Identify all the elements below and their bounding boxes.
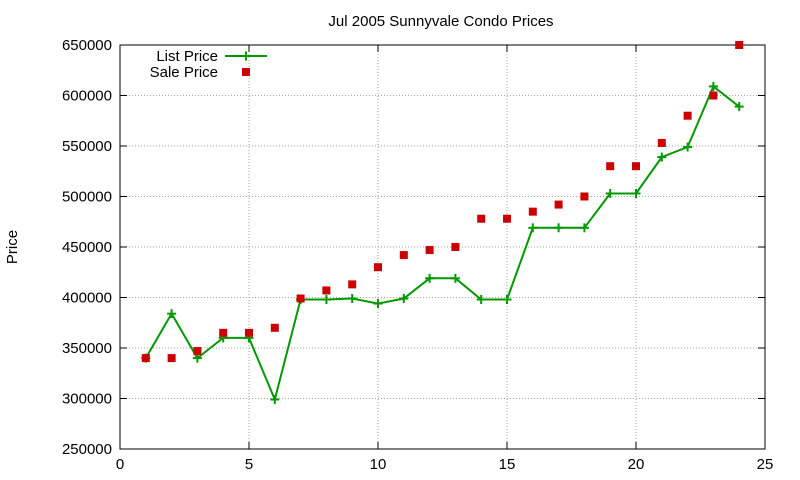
grid [120,45,765,449]
y-tick-label: 350000 [62,340,112,357]
series-layer [141,41,744,405]
sale-price-point [632,162,640,171]
sale-price-point [270,323,279,332]
list-price-point [605,188,615,198]
list-price-point [373,299,383,309]
list-price-point [192,353,202,363]
sale-price-point [451,243,460,251]
x-tick-label: 10 [370,456,387,473]
list-price-point [554,223,564,233]
sale-price-point [528,207,537,216]
list-price-point [476,295,486,305]
list-price-point [734,102,744,112]
sale-price-point [683,111,692,120]
sale-price-point [322,286,331,295]
x-tick-label: 15 [499,456,516,473]
x-tick-label: 25 [757,456,774,473]
x-tick-label: 0 [116,456,124,473]
sale-price-point [348,280,357,289]
sale-price-point [657,138,666,147]
sale-price-point [503,214,511,223]
sale-price-point [709,91,718,100]
sale-price-point [296,294,305,303]
y-tick-label: 650000 [62,37,112,54]
list-price-point [399,294,409,304]
legend-swatch-sale-price [242,68,250,76]
legend-label-sale-price: Sale Price [150,64,218,81]
list-price-point [167,309,177,319]
list-price-point [657,152,667,162]
list-price-point [579,223,589,233]
list-price-point [631,188,641,198]
y-tick-label: 400000 [62,290,112,307]
list-price-point [347,294,357,304]
list-price-line [144,84,740,403]
list-price-point [683,142,693,152]
list-price-point [425,273,435,283]
sale-price-point [554,200,563,209]
list-price-point [528,223,538,233]
chart-title: Jul 2005 Sunnyvale Condo Prices [328,13,553,30]
y-tick-label: 250000 [62,441,112,458]
y-tick-label: 450000 [62,239,112,256]
sale-price-point [580,192,589,201]
legend-label-list-price: List Price [156,48,218,65]
y-tick-label: 550000 [62,138,112,155]
sale-price-point [193,347,202,356]
axis-ticks: 0 5 10 15 20 25 250000 300000 350000 400000 450000… [62,37,773,473]
list-price-point [450,273,460,283]
y-tick-label: 600000 [62,88,112,105]
y-axis-label: Price [4,230,21,264]
y-tick-label: 500000 [62,189,112,206]
sale-price-point [735,41,744,49]
sale-price-point [399,251,408,260]
list-price-point [270,395,280,405]
sale-price-point [477,214,486,223]
list-price-point [708,81,718,91]
x-tick-label: 20 [628,456,645,473]
sale-price-point [606,162,615,171]
x-tick-label: 5 [245,456,253,473]
y-tick-label: 300000 [62,391,112,408]
sale-price-point [219,328,228,337]
sale-price-point [167,354,176,363]
sale-price-point [425,246,434,255]
sale-price-point [141,354,150,363]
list-price-point [321,295,331,305]
list-price-point [502,295,512,305]
sale-price-point [374,263,382,272]
sale-price-point [245,328,253,337]
